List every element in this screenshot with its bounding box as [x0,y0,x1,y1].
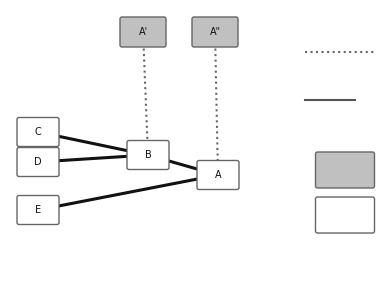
Text: D: D [34,157,42,167]
FancyBboxPatch shape [197,161,239,190]
FancyBboxPatch shape [17,195,59,224]
FancyBboxPatch shape [127,141,169,169]
Text: E: E [35,205,41,215]
FancyBboxPatch shape [17,147,59,176]
Text: A': A' [138,27,147,37]
FancyBboxPatch shape [192,17,238,47]
FancyBboxPatch shape [17,117,59,146]
Text: B: B [145,150,151,160]
Text: A": A" [210,27,221,37]
FancyBboxPatch shape [316,152,375,188]
FancyBboxPatch shape [120,17,166,47]
Text: A: A [215,170,221,180]
FancyBboxPatch shape [316,197,375,233]
Text: C: C [35,127,41,137]
